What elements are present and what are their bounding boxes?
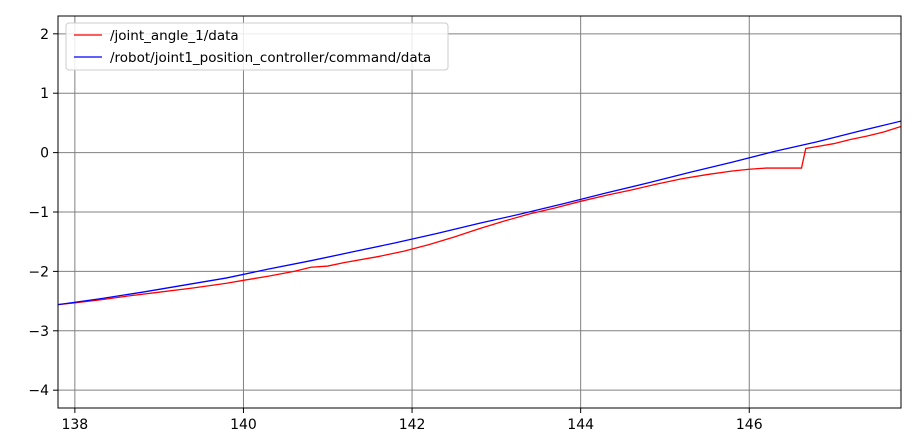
x-tick-label: 142 (399, 417, 426, 433)
legend-label-2: /robot/joint1_position_controller/comman… (110, 50, 431, 66)
series-lines (58, 120, 901, 306)
x-tick-label: 146 (736, 417, 763, 433)
x-tick-label: 140 (230, 417, 257, 433)
y-tick-label: 2 (40, 27, 49, 43)
x-tick-label: 144 (567, 417, 594, 433)
x-tick-label: 138 (61, 417, 88, 433)
legend-box (65, 22, 449, 71)
legend: /joint_angle_1/data/robot/joint1_positio… (65, 22, 449, 71)
y-tick-label: −2 (28, 264, 49, 280)
y-tick-label: −1 (28, 205, 49, 221)
legend-label-1: /joint_angle_1/data (110, 28, 239, 44)
grid (58, 16, 901, 408)
series-line-1 (58, 125, 901, 306)
y-tick-label: −4 (28, 383, 49, 399)
y-tick-label: −3 (28, 324, 49, 340)
axes: 138 140 142 144 146 2 1 0 −1 −2 −3 −4 (28, 15, 902, 433)
y-tick-label: 1 (40, 86, 49, 102)
series-line-2 (58, 120, 901, 306)
y-tick-label: 0 (40, 146, 49, 162)
